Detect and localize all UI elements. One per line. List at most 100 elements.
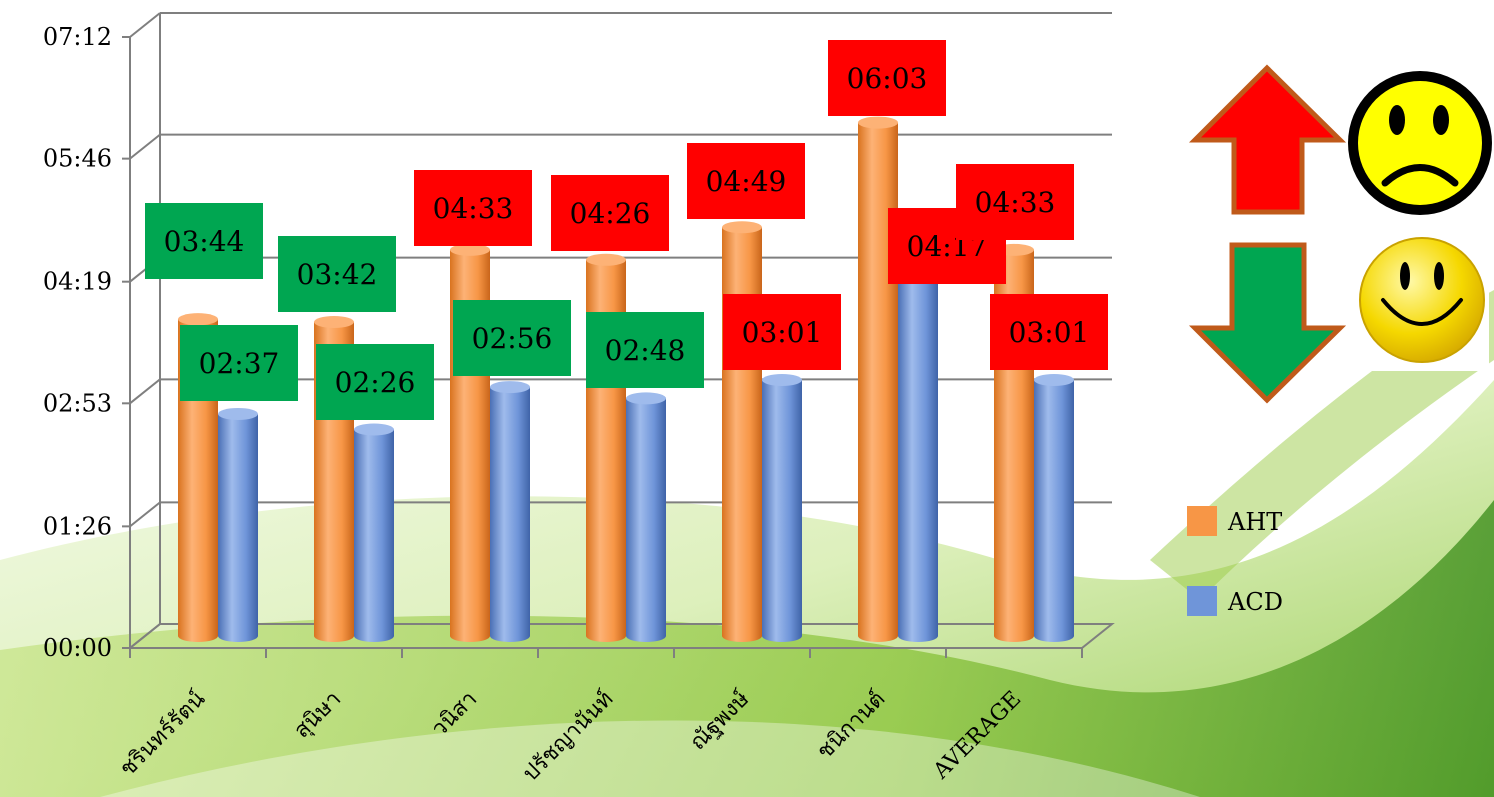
data-label-text: 03:01: [742, 316, 823, 349]
bar-base: [490, 630, 530, 642]
data-label-acd: 02:56: [453, 300, 571, 376]
data-label-text: 04:26: [570, 197, 651, 230]
bar-acd: [218, 407, 258, 642]
bar-base: [994, 630, 1034, 642]
data-label-text: 06:03: [847, 62, 928, 95]
bar-base: [218, 630, 258, 642]
y-tick-label: 01:26: [43, 512, 112, 540]
data-labels: 03:44 02:37 03:42 02:26 04:33 02:56 04:26 02:48…: [145, 40, 1108, 420]
data-label-text: 03:44: [164, 225, 245, 258]
data-label-text: 03:01: [1009, 316, 1090, 349]
data-label-box: [278, 236, 396, 312]
data-label-aht: 06:03: [828, 40, 946, 116]
data-label-acd: 03:01: [990, 294, 1108, 370]
bar-body: [1034, 380, 1074, 636]
legend-label-acd: ACD: [1227, 588, 1283, 616]
bar-base: [626, 630, 666, 642]
gridline-join: [129, 12, 161, 38]
data-label-text: 04:33: [433, 192, 514, 225]
data-label-box: [990, 294, 1108, 370]
data-label-aht: 04:26: [551, 175, 669, 251]
bar-top: [858, 116, 898, 129]
legend: AHT ACD: [1187, 506, 1283, 616]
bar-base: [178, 630, 218, 642]
gridline-join: [129, 501, 161, 528]
data-label-text: 04:33: [975, 186, 1056, 219]
data-label-acd: 02:37: [180, 325, 298, 401]
bar-aht: [722, 221, 762, 642]
bar-top: [1034, 374, 1074, 387]
bar-base: [354, 630, 394, 642]
data-label-text: 02:48: [605, 334, 686, 367]
gridline-join: [129, 378, 161, 405]
data-label-aht: 03:42: [278, 236, 396, 312]
bar-base: [762, 630, 802, 642]
bar-base: [586, 630, 626, 642]
smiley-face-icon: [1357, 228, 1489, 371]
bar-body: [762, 380, 802, 636]
bar-base: [1034, 630, 1074, 642]
bar-base: [314, 630, 354, 642]
data-label-text: 04:49: [706, 165, 787, 198]
y-axis: 00:00 01:26 02:53 04:19 05:46 07:12: [43, 23, 131, 662]
bar-top: [762, 374, 802, 387]
bar-base: [898, 630, 938, 642]
data-label-box: [414, 170, 532, 246]
gridline-join: [129, 133, 161, 160]
bar-base: [450, 630, 490, 642]
bar-aht: [858, 116, 898, 642]
bar-top: [626, 392, 666, 405]
bar-acd: [762, 374, 802, 642]
data-label-box: [586, 312, 704, 388]
bar-base: [858, 630, 898, 642]
legend-swatch-acd: [1187, 586, 1217, 616]
y-tick-label: 02:53: [43, 389, 112, 417]
data-label-aht: 04:33: [414, 170, 532, 246]
red-up-arrow-icon: [1188, 64, 1347, 215]
sad-face-icon: [1348, 71, 1492, 215]
bar-top: [490, 381, 530, 394]
data-label-text: 02:37: [199, 347, 280, 380]
bar-top: [450, 243, 490, 256]
data-label-box: [956, 164, 1074, 240]
bar-body: [898, 272, 938, 636]
data-label-box: [316, 344, 434, 420]
bar-body: [218, 413, 258, 636]
green-down-arrow-icon: [1188, 242, 1347, 404]
bar-acd: [490, 381, 530, 642]
data-label-text: 03:42: [297, 258, 378, 291]
bar-acd: [898, 266, 938, 642]
bar-top: [722, 221, 762, 234]
chart-floor: [127, 623, 1115, 649]
bar-top: [178, 313, 218, 326]
data-label-box: [723, 294, 841, 370]
bar-top: [354, 423, 394, 436]
data-label-box: [828, 40, 946, 116]
floor-plane: [127, 623, 1115, 649]
data-label-text: 02:26: [335, 366, 416, 399]
bar-body: [490, 387, 530, 636]
bar-body: [858, 122, 898, 637]
legend-swatch-aht: [1187, 506, 1217, 536]
data-label-acd: 02:26: [316, 344, 434, 420]
data-label-aht: 04:33: [956, 164, 1074, 240]
bar-acd: [1034, 374, 1074, 642]
y-tick-label: 05:46: [43, 145, 112, 173]
bar-acd: [626, 392, 666, 642]
bar-body: [354, 429, 394, 636]
data-label-aht: 04:49: [687, 143, 805, 219]
legend-label-aht: AHT: [1227, 508, 1282, 536]
data-label-acd: 02:48: [586, 312, 704, 388]
data-label-box: [551, 175, 669, 251]
y-tick-label: 00:00: [43, 634, 112, 662]
data-label-acd: 03:01: [723, 294, 841, 370]
bar-top: [314, 316, 354, 329]
data-label-acd: 04:17: [888, 208, 1006, 284]
data-label-aht: 03:44: [145, 203, 263, 279]
data-label-box: [687, 143, 805, 219]
bar-top: [218, 407, 258, 420]
y-tick-label: 04:19: [43, 268, 112, 296]
bar-top: [586, 253, 626, 266]
data-label-box: [453, 300, 571, 376]
